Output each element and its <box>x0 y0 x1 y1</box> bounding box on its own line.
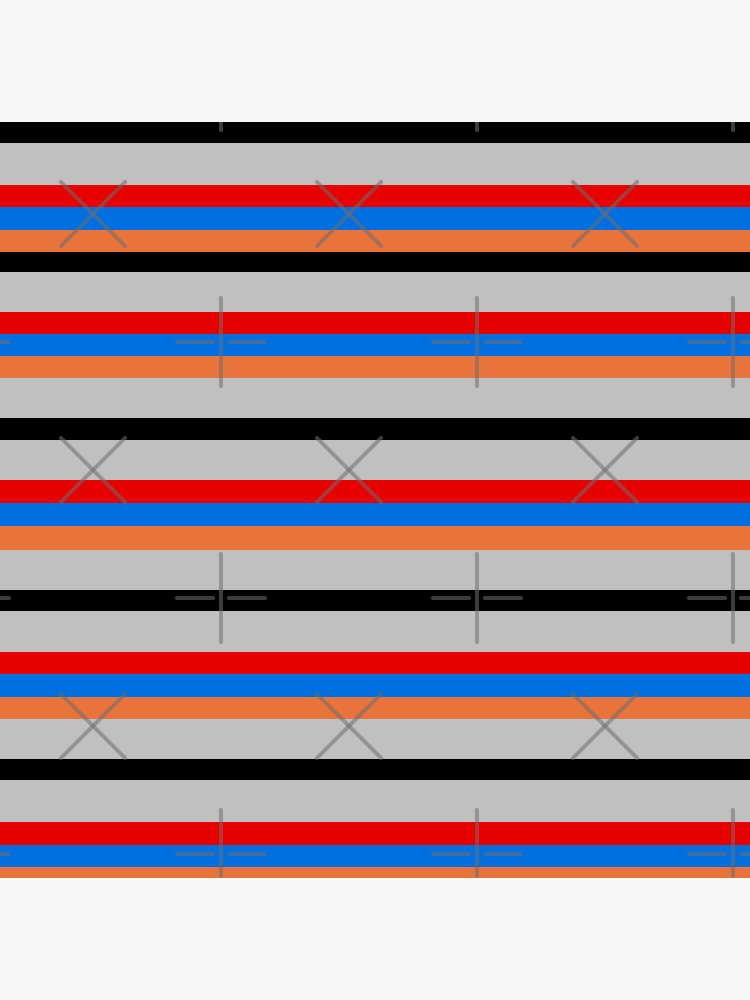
stripe <box>0 867 750 878</box>
stripe <box>0 759 750 780</box>
mark-line <box>571 436 639 504</box>
mark-line <box>315 436 383 504</box>
stripe <box>0 503 750 526</box>
stripe <box>0 207 750 230</box>
mark-line <box>315 692 383 760</box>
stripe <box>0 697 750 719</box>
stripe <box>0 143 750 185</box>
stripe <box>0 611 750 652</box>
mark-line <box>59 180 127 248</box>
mark-line <box>59 436 127 504</box>
stripe <box>0 356 750 378</box>
stripe <box>0 418 750 440</box>
stripe <box>0 272 750 312</box>
stripe <box>0 780 750 822</box>
mark-line <box>315 180 383 248</box>
stripe <box>0 674 750 697</box>
stripe <box>0 652 750 674</box>
stripe <box>0 845 750 867</box>
stripe <box>0 252 750 272</box>
mark-line <box>571 692 639 760</box>
stripe <box>0 334 750 356</box>
stripe <box>0 550 750 590</box>
mark-line <box>571 180 639 248</box>
stripe <box>0 185 750 207</box>
stripe <box>0 526 750 550</box>
mark-line <box>59 692 127 760</box>
stripe <box>0 122 750 143</box>
stripe <box>0 312 750 334</box>
stripe <box>0 590 750 611</box>
cross-marks <box>0 122 750 878</box>
stripe <box>0 822 750 845</box>
stripe <box>0 480 750 503</box>
stripe <box>0 378 750 418</box>
